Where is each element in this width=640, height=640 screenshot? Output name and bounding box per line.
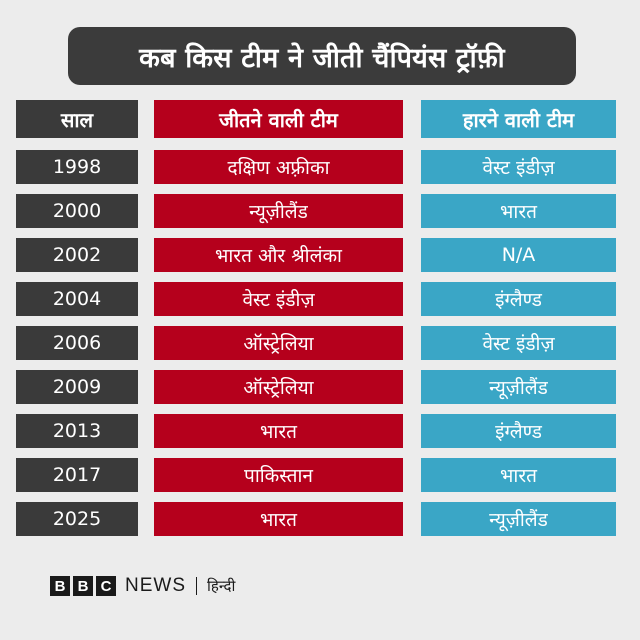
loser-cell: भारत: [421, 458, 616, 492]
loser-cell: न्यूज़ीलैंड: [421, 502, 616, 536]
winner-cell: ऑस्ट्रेलिया: [154, 370, 403, 404]
loser-cell: इंग्लैण्ड: [421, 282, 616, 316]
footer-branding: B B C NEWS हिन्दी: [50, 575, 235, 597]
table-row: 2025 भारत न्यूज़ीलैंड: [16, 502, 616, 536]
bbc-logo-letter: C: [96, 576, 116, 596]
winner-cell: वेस्ट इंडीज़: [154, 282, 403, 316]
year-cell: 2025: [16, 502, 138, 536]
table-row: 2009 ऑस्ट्रेलिया न्यूज़ीलैंड: [16, 370, 616, 404]
loser-cell: वेस्ट इंडीज़: [421, 326, 616, 360]
loser-cell: न्यूज़ीलैंड: [421, 370, 616, 404]
winner-cell: भारत: [154, 414, 403, 448]
bbc-logo-letter: B: [73, 576, 93, 596]
loser-cell: भारत: [421, 194, 616, 228]
page-title: कब किस टीम ने जीती चैंपियंस ट्रॉफ़ी: [139, 42, 505, 74]
table-row: 2006 ऑस्ट्रेलिया वेस्ट इंडीज़: [16, 326, 616, 360]
year-cell: 2009: [16, 370, 138, 404]
champions-trophy-table: साल जीतने वाली टीम हारने वाली टीम 1998 दक…: [16, 100, 616, 546]
loser-cell: वेस्ट इंडीज़: [421, 150, 616, 184]
winner-cell: भारत: [154, 502, 403, 536]
footer-divider: [196, 577, 197, 595]
table-row: 2013 भारत इंग्लैण्ड: [16, 414, 616, 448]
table-row: 2000 न्यूज़ीलैंड भारत: [16, 194, 616, 228]
winner-cell: पाकिस्तान: [154, 458, 403, 492]
table-row: 1998 दक्षिण अफ़्रीका वेस्ट इंडीज़: [16, 150, 616, 184]
loser-cell: N/A: [421, 238, 616, 272]
language-label: हिन्दी: [207, 577, 236, 595]
table-header-row: साल जीतने वाली टीम हारने वाली टीम: [16, 100, 616, 138]
title-banner: कब किस टीम ने जीती चैंपियंस ट्रॉफ़ी: [68, 27, 576, 85]
year-cell: 2002: [16, 238, 138, 272]
winner-cell: दक्षिण अफ़्रीका: [154, 150, 403, 184]
year-cell: 2013: [16, 414, 138, 448]
bbc-logo-letter: B: [50, 576, 70, 596]
year-cell: 2000: [16, 194, 138, 228]
loser-cell: इंग्लैण्ड: [421, 414, 616, 448]
header-winner: जीतने वाली टीम: [154, 100, 403, 138]
year-cell: 2017: [16, 458, 138, 492]
table-row: 2017 पाकिस्तान भारत: [16, 458, 616, 492]
header-loser: हारने वाली टीम: [421, 100, 616, 138]
table-row: 2002 भारत और श्रीलंका N/A: [16, 238, 616, 272]
news-label: NEWS: [125, 575, 186, 596]
year-cell: 1998: [16, 150, 138, 184]
year-cell: 2004: [16, 282, 138, 316]
winner-cell: भारत और श्रीलंका: [154, 238, 403, 272]
winner-cell: न्यूज़ीलैंड: [154, 194, 403, 228]
winner-cell: ऑस्ट्रेलिया: [154, 326, 403, 360]
table-row: 2004 वेस्ट इंडीज़ इंग्लैण्ड: [16, 282, 616, 316]
year-cell: 2006: [16, 326, 138, 360]
header-year: साल: [16, 100, 138, 138]
table-body: 1998 दक्षिण अफ़्रीका वेस्ट इंडीज़ 2000 न्यूज…: [16, 150, 616, 536]
